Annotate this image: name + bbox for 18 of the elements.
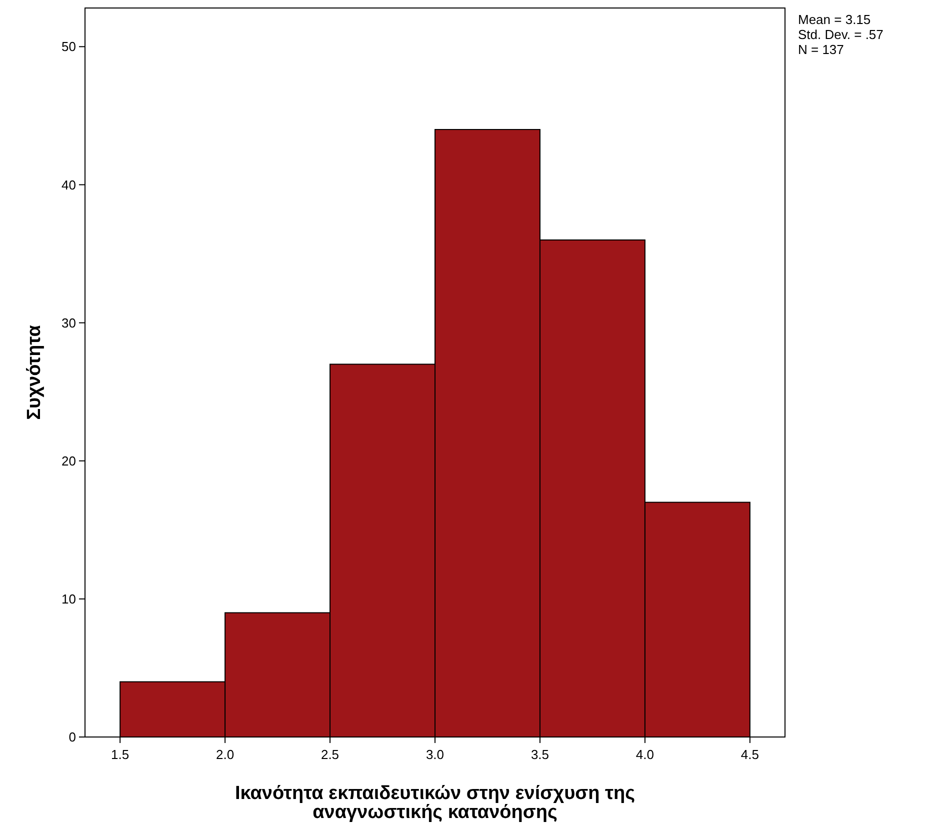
x-tick-label: 2.0 [216, 747, 234, 762]
text: N = 137 [798, 42, 844, 57]
text: Std. Dev. = .57 [798, 27, 884, 42]
x-tick-label: 3.5 [530, 747, 550, 762]
x-tick-label: 4.5 [740, 747, 759, 762]
y-tick-label: 40 [62, 177, 76, 192]
x-axis-title: Ικανότητα εκπαιδευτικών στην ενίσχυση της αναγνωστικής κατανόησης [234, 783, 636, 823]
y-tick-label: 30 [62, 315, 76, 330]
text: Mean = 3.15 [798, 12, 871, 27]
y-tick-label: 10 [62, 591, 76, 606]
x-tick-label: 4.0 [636, 747, 654, 762]
y-tick-label: 50 [62, 39, 76, 54]
y-tick-label: 0 [68, 730, 76, 745]
x-tick-label: 2.5 [320, 747, 340, 762]
x-tick-label: 3.0 [426, 747, 444, 762]
x-tick-label: 1.5 [111, 747, 130, 762]
y-tick-label: 20 [62, 453, 76, 468]
y-axis-title: Συχνότητα [24, 324, 45, 420]
